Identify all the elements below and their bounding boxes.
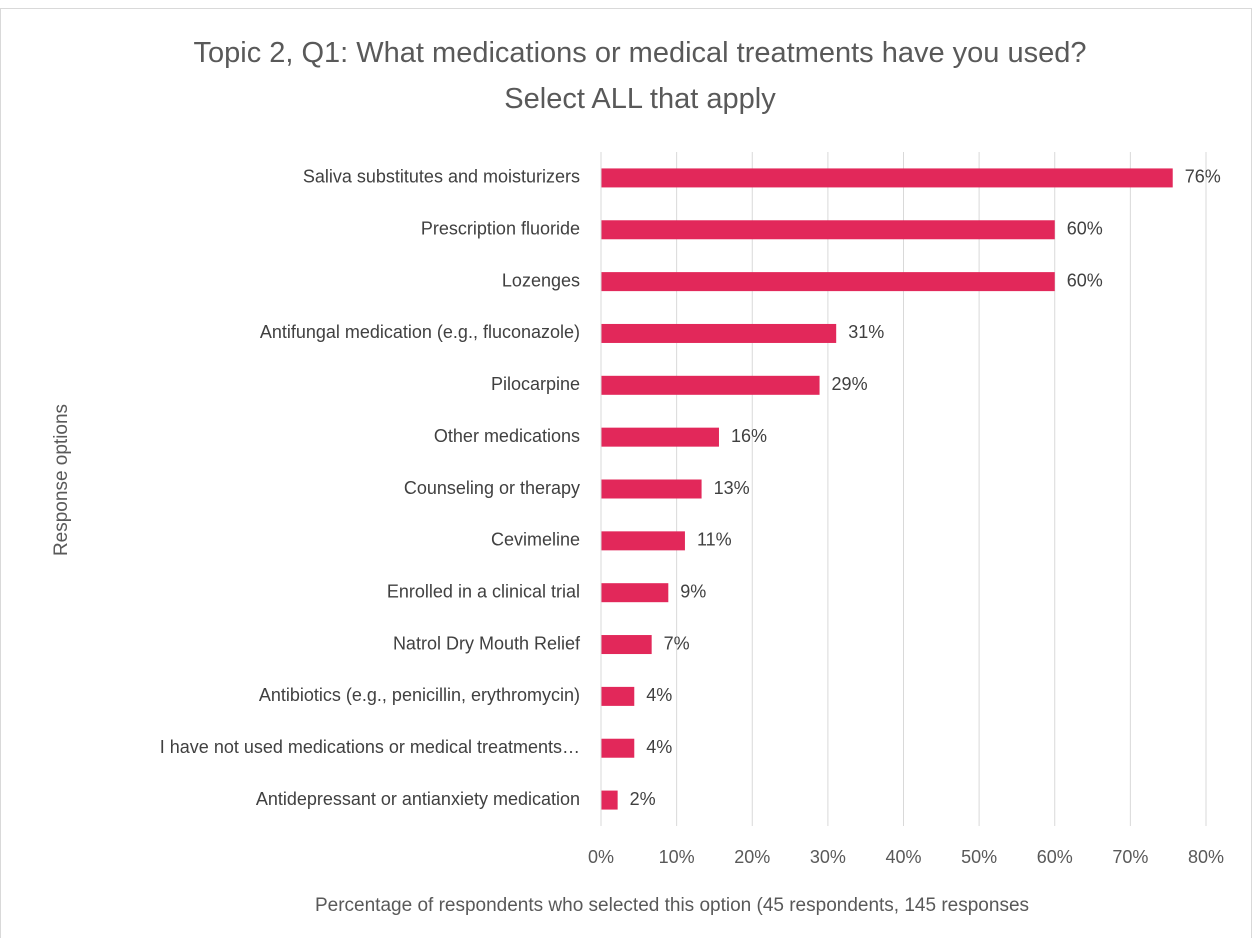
y-tick-label: Pilocarpine — [491, 374, 580, 394]
y-tick-label: Enrolled in a clinical trial — [387, 581, 580, 601]
data-label: 16% — [731, 426, 767, 446]
chart-title: Topic 2, Q1: What medications or medical… — [193, 37, 1087, 115]
x-tick-label: 70% — [1112, 847, 1148, 867]
bar — [601, 583, 669, 603]
y-tick-label: Prescription fluoride — [421, 219, 580, 239]
y-tick-label: I have not used medications or medical t… — [160, 737, 580, 757]
y-tick-label: Saliva substitutes and moisturizers — [303, 167, 580, 187]
x-tick-label: 80% — [1188, 847, 1224, 867]
data-label: 60% — [1067, 219, 1103, 239]
bar — [601, 168, 1173, 188]
bar — [601, 635, 652, 655]
x-tick-label: 0% — [588, 847, 614, 867]
x-axis-title: Percentage of respondents who selected t… — [315, 895, 1029, 916]
data-label: 31% — [848, 322, 884, 342]
y-tick-label: Counseling or therapy — [404, 478, 580, 498]
bar — [601, 220, 1055, 240]
bar — [601, 272, 1055, 292]
data-label: 13% — [714, 478, 750, 498]
y-tick-label: Other medications — [434, 426, 580, 446]
x-tick-label: 20% — [734, 847, 770, 867]
y-tick-label: Lozenges — [502, 270, 580, 290]
bar — [601, 479, 702, 499]
y-tick-label: Antifungal medication (e.g., fluconazole… — [260, 322, 580, 342]
data-label: 76% — [1185, 167, 1221, 187]
bar — [601, 686, 635, 706]
bar — [601, 427, 719, 447]
x-tick-label: 10% — [659, 847, 695, 867]
y-axis-title: Response options — [51, 404, 72, 556]
data-label: 7% — [664, 633, 690, 653]
chart-border — [0, 8, 1252, 938]
bar — [601, 323, 837, 343]
data-label: 4% — [646, 685, 672, 705]
y-tick-label: Antibiotics (e.g., penicillin, erythromy… — [259, 685, 580, 705]
data-label: 60% — [1067, 270, 1103, 290]
bar — [601, 531, 685, 551]
bar — [601, 790, 618, 810]
y-tick-label: Cevimeline — [491, 530, 580, 550]
y-tick-label: Antidepressant or antianxiety medication — [256, 789, 580, 809]
bar — [601, 375, 820, 395]
data-label: 2% — [630, 789, 656, 809]
data-label: 29% — [832, 374, 868, 394]
data-label: 11% — [697, 530, 732, 550]
x-tick-label: 50% — [961, 847, 997, 867]
x-tick-label: 40% — [885, 847, 921, 867]
x-tick-label: 30% — [810, 847, 846, 867]
data-label: 9% — [680, 581, 706, 601]
x-tick-label: 60% — [1037, 847, 1073, 867]
bar — [601, 738, 635, 758]
y-tick-label: Natrol Dry Mouth Relief — [393, 633, 581, 653]
data-label: 4% — [646, 737, 672, 757]
